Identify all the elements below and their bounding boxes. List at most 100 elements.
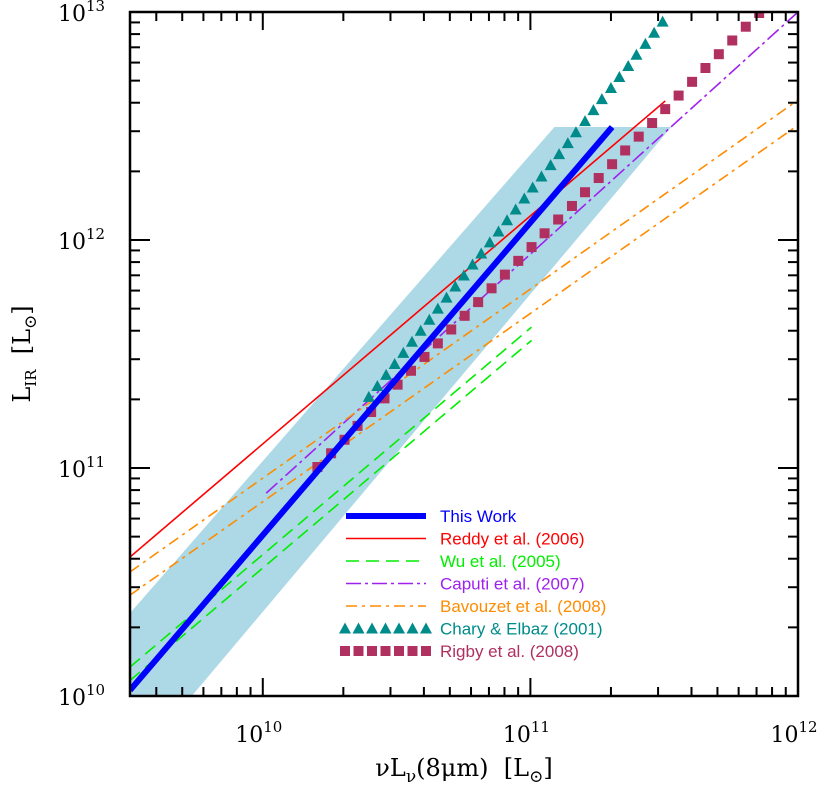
- data-point-chary-elbaz-2001: [501, 214, 514, 226]
- data-point-chary-elbaz-2001: [595, 93, 608, 105]
- data-point-rigby-et-al-2008: [486, 283, 497, 294]
- legend-entry-this-work: This Work: [346, 507, 517, 526]
- legend-marker: [394, 646, 404, 656]
- legend-marker: [352, 622, 365, 634]
- data-point-chary-elbaz-2001: [639, 37, 652, 49]
- data-point-chary-elbaz-2001: [388, 357, 401, 369]
- data-point-chary-elbaz-2001: [648, 26, 661, 38]
- data-point-chary-elbaz-2001: [423, 313, 436, 325]
- data-point-rigby-et-al-2008: [580, 187, 591, 198]
- x-tick-label: 1012: [770, 718, 817, 748]
- data-point-chary-elbaz-2001: [587, 104, 600, 116]
- legend-marker: [367, 646, 377, 656]
- data-point-chary-elbaz-2001: [561, 137, 574, 149]
- data-point-rigby-et-al-2008: [539, 228, 550, 239]
- data-point-rigby-et-al-2008: [513, 255, 524, 266]
- legend-marker: [340, 646, 350, 656]
- legend-marker: [406, 622, 419, 634]
- data-point-rigby-et-al-2008: [593, 173, 604, 184]
- legend-label: Caputi et al. (2007): [440, 575, 585, 594]
- tick-base: 10: [58, 230, 86, 255]
- legend-entry-chary-elbaz-2001: Chary & Elbaz (2001): [339, 620, 603, 639]
- legend-marker: [393, 622, 405, 634]
- data-point-chary-elbaz-2001: [371, 379, 384, 391]
- tick-exponent: 13: [86, 0, 105, 15]
- legend-marker: [353, 646, 364, 656]
- data-point-rigby-et-al-2008: [379, 393, 390, 404]
- legend-marker: [366, 622, 378, 634]
- data-point-chary-elbaz-2001: [475, 247, 488, 259]
- uncertainty-band: [130, 127, 672, 696]
- data-point-chary-elbaz-2001: [449, 280, 462, 292]
- tick-base: 10: [58, 458, 86, 483]
- tick-exponent: 11: [86, 453, 105, 471]
- data-point-rigby-et-al-2008: [620, 145, 631, 156]
- data-point-chary-elbaz-2001: [397, 346, 410, 358]
- legend-marker: [420, 622, 432, 634]
- data-point-rigby-et-al-2008: [432, 338, 443, 349]
- data-point-chary-elbaz-2001: [604, 82, 617, 94]
- data-point-chary-elbaz-2001: [613, 70, 626, 82]
- legend-entry-bavouzet-et-al-2008: Bavouzet et al. (2008): [346, 597, 606, 616]
- series-line-wu-et-al-2005: [130, 339, 533, 682]
- tick-base: 10: [58, 2, 86, 27]
- legend-entry-wu-et-al-2005: Wu et al. (2005): [346, 552, 561, 571]
- data-point-chary-elbaz-2001: [380, 368, 393, 380]
- data-point-chary-elbaz-2001: [440, 291, 453, 303]
- data-point-rigby-et-al-2008: [660, 104, 671, 115]
- tick-exponent: 10: [263, 718, 282, 736]
- data-point-chary-elbaz-2001: [457, 269, 470, 281]
- data-point-rigby-et-al-2008: [392, 379, 403, 390]
- data-point-rigby-et-al-2008: [647, 117, 658, 128]
- x-tick-label: 1010: [235, 718, 282, 748]
- data-point-rigby-et-al-2008: [473, 297, 484, 308]
- data-point-chary-elbaz-2001: [405, 335, 418, 347]
- data-point-chary-elbaz-2001: [553, 148, 566, 160]
- legend-label: Bavouzet et al. (2008): [440, 597, 606, 616]
- data-point-chary-elbaz-2001: [509, 203, 522, 215]
- legend-marker: [379, 622, 392, 634]
- legend-marker: [380, 646, 391, 656]
- legend-marker: [407, 646, 418, 656]
- data-point-rigby-et-al-2008: [607, 159, 618, 170]
- data-point-rigby-et-al-2008: [419, 351, 430, 362]
- tick-base: 10: [58, 686, 86, 711]
- data-point-chary-elbaz-2001: [362, 390, 375, 402]
- legend-marker: [339, 622, 351, 634]
- y-tick-label: 1012: [58, 225, 105, 255]
- legend-label: This Work: [440, 507, 517, 526]
- series-line-bavouzet-et-al-2008: [130, 99, 798, 573]
- tick-exponent: 11: [531, 718, 550, 736]
- plot-frame: [128, 10, 800, 698]
- series-line-reddy-et-al-2006: [130, 100, 666, 558]
- data-point-chary-elbaz-2001: [466, 258, 479, 270]
- legend-entry-rigby-et-al-2008: Rigby et al. (2008): [340, 642, 579, 661]
- data-point-chary-elbaz-2001: [535, 170, 548, 182]
- legend-label: Rigby et al. (2008): [440, 642, 579, 661]
- series-group: [130, 12, 798, 696]
- data-point-rigby-et-al-2008: [754, 12, 765, 18]
- tick-exponent: 12: [798, 718, 817, 736]
- data-point-rigby-et-al-2008: [459, 310, 470, 321]
- legend-label: Reddy et al. (2006): [440, 530, 585, 549]
- data-point-rigby-et-al-2008: [526, 242, 537, 253]
- data-point-chary-elbaz-2001: [622, 59, 635, 71]
- legend: This Work Reddy et al. (2006) Wu et al. (2…: [339, 507, 606, 661]
- x-axis-title: νLν(8μm) [L⊙]: [375, 754, 552, 786]
- plot-area: [130, 12, 798, 696]
- series-line-this-work: [130, 125, 615, 693]
- data-point-rigby-et-al-2008: [499, 269, 510, 280]
- y-axis-title: LIR [L⊙]: [8, 305, 41, 402]
- series-line-caputi-et-al-2007: [265, 12, 798, 494]
- data-point-chary-elbaz-2001: [492, 225, 505, 237]
- y-tick-label: 1013: [58, 0, 105, 27]
- tick-exponent: 10: [86, 681, 105, 699]
- tick-base: 10: [235, 723, 263, 748]
- data-point-rigby-et-al-2008: [727, 35, 738, 46]
- data-point-chary-elbaz-2001: [630, 48, 643, 60]
- data-point-rigby-et-al-2008: [406, 365, 417, 376]
- series-line-bavouzet-et-al-2008: [130, 124, 798, 596]
- data-point-rigby-et-al-2008: [713, 49, 724, 60]
- data-point-chary-elbaz-2001: [414, 324, 427, 336]
- data-point-rigby-et-al-2008: [700, 63, 711, 74]
